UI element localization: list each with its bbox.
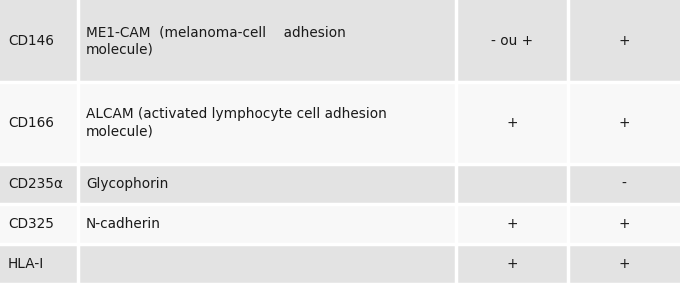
Text: Glycophorin: Glycophorin [86, 177, 169, 191]
Text: -: - [622, 177, 626, 191]
Bar [568, 244, 680, 284]
Text: ME1-CAM  (melanoma-cell    adhesion
molecule): ME1-CAM (melanoma-cell adhesion molecule… [86, 25, 346, 57]
Bar [456, 0, 568, 82]
Bar [78, 164, 456, 204]
Text: +: + [506, 116, 517, 130]
Text: +: + [618, 34, 630, 48]
Bar [456, 82, 568, 164]
Text: - ou +: - ou + [491, 34, 533, 48]
Bar [0, 204, 78, 244]
Bar [568, 204, 680, 244]
Text: +: + [618, 116, 630, 130]
Bar [456, 164, 568, 204]
Bar [568, 164, 680, 204]
Text: CD235α: CD235α [8, 177, 63, 191]
Bar [0, 0, 78, 82]
Bar [78, 204, 456, 244]
Text: CD166: CD166 [8, 116, 54, 130]
Bar [0, 164, 78, 204]
Bar [78, 284, 456, 286]
Text: +: + [618, 217, 630, 231]
Text: +: + [618, 257, 630, 271]
Bar [0, 244, 78, 284]
Text: CD325: CD325 [8, 217, 54, 231]
Bar [0, 82, 78, 164]
Bar [78, 0, 456, 82]
Bar [456, 204, 568, 244]
Bar [456, 284, 568, 286]
Text: HLA-I: HLA-I [8, 257, 44, 271]
Bar [568, 82, 680, 164]
Text: +: + [506, 257, 517, 271]
Bar [568, 284, 680, 286]
Bar [78, 244, 456, 284]
Bar [0, 284, 78, 286]
Bar [568, 0, 680, 82]
Text: CD146: CD146 [8, 34, 54, 48]
Text: N-cadherin: N-cadherin [86, 217, 161, 231]
Bar [456, 244, 568, 284]
Text: +: + [506, 217, 517, 231]
Bar [78, 82, 456, 164]
Text: ALCAM (activated lymphocyte cell adhesion
molecule): ALCAM (activated lymphocyte cell adhesio… [86, 107, 387, 139]
